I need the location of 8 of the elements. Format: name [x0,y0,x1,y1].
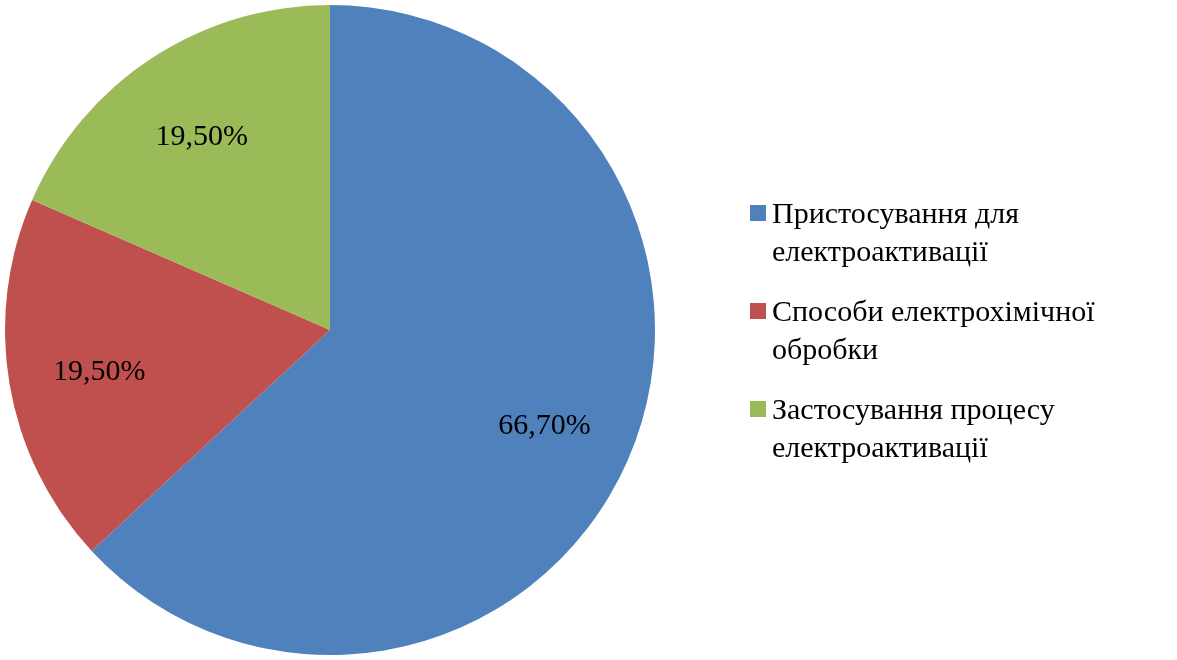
legend-label: Застосування процесу електроактивації [772,391,1056,465]
data-label: 66,70% [498,407,591,441]
pie-slice [5,199,330,551]
data-label: 19,50% [53,352,146,386]
data-label: 19,50% [155,117,249,151]
legend-label: Пристосування для електроактивації [772,195,1020,269]
pie-slice [32,5,330,330]
legend-label: Способи електрохімічної обробки [772,293,1096,367]
